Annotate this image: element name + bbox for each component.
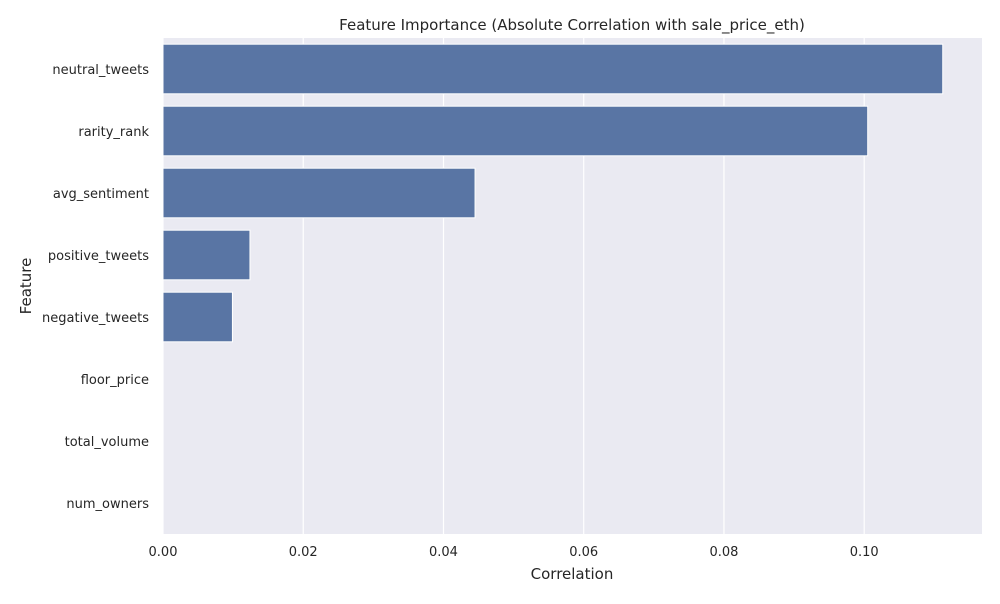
- y-tick-label: negative_tweets: [42, 311, 149, 326]
- x-axis-label: Correlation: [531, 565, 614, 583]
- y-axis-label: Feature: [17, 258, 35, 315]
- bar-negative-tweets: [162, 291, 233, 343]
- y-tick-label: floor_price: [81, 373, 149, 388]
- y-tick-label: neutral_tweets: [52, 63, 149, 78]
- y-tick-label: avg_sentiment: [53, 187, 149, 202]
- x-tick-labels: 0.00 0.02 0.04 0.06 0.08 0.10: [149, 545, 879, 560]
- x-tick-label: 0.02: [289, 545, 318, 560]
- x-tick-label: 0.04: [429, 545, 458, 560]
- x-tick-label: 0.10: [850, 545, 879, 560]
- y-tick-label: total_volume: [65, 435, 149, 450]
- x-tick-label: 0.00: [149, 545, 178, 560]
- bar-rarity-rank: [162, 105, 869, 157]
- bar-positive-tweets: [162, 229, 251, 281]
- bar-neutral-tweets: [162, 43, 944, 95]
- bars: [162, 43, 944, 343]
- y-tick-label: num_owners: [66, 497, 149, 512]
- bar-avg-sentiment: [162, 167, 476, 219]
- y-tick-label: positive_tweets: [48, 249, 149, 264]
- x-tick-label: 0.08: [709, 545, 738, 560]
- y-tick-label: rarity_rank: [78, 125, 149, 140]
- x-tick-label: 0.06: [569, 545, 598, 560]
- y-tick-labels: neutral_tweets rarity_rank avg_sentimentpo…: [42, 63, 149, 512]
- chart-title: Feature Importance (Absolute Correlation…: [339, 16, 805, 35]
